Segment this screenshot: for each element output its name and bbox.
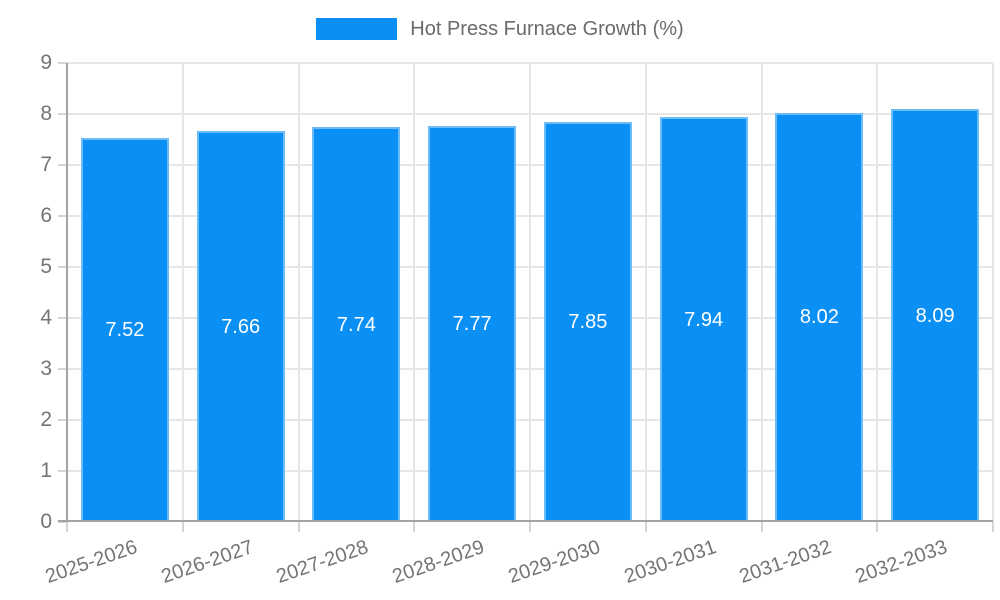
bar-value-label: 7.74: [336, 313, 376, 336]
x-tick: [760, 522, 763, 532]
y-tick: [58, 62, 67, 64]
y-tick-label: 4: [40, 306, 52, 329]
bar[interactable]: [428, 125, 517, 522]
x-tick: [876, 522, 879, 532]
x-tick: [644, 522, 647, 532]
y-tick-label: 7: [40, 153, 52, 176]
bar-value-label: 8.02: [799, 306, 839, 329]
bar-value-label: 8.09: [915, 304, 955, 327]
y-tick-label: 9: [40, 51, 52, 74]
y-tick: [58, 521, 67, 523]
y-tick-label: 6: [40, 204, 52, 227]
y-tick-label: 1: [40, 459, 52, 482]
y-tick: [58, 368, 67, 370]
y-tick: [58, 266, 67, 268]
y-tick: [58, 113, 67, 115]
bar[interactable]: [543, 121, 632, 522]
bar-value-label: 7.66: [221, 315, 261, 338]
gridline: [760, 63, 763, 522]
x-tick: [181, 522, 184, 532]
gridline: [181, 63, 184, 522]
gridline: [992, 63, 994, 522]
bar[interactable]: [775, 112, 864, 522]
y-axis-line: [66, 63, 68, 522]
gridline: [644, 63, 647, 522]
gridline: [413, 63, 416, 522]
bar[interactable]: [80, 138, 169, 522]
legend[interactable]: Hot Press Furnace Growth (%): [0, 16, 1000, 42]
y-tick: [58, 164, 67, 166]
gridline: [876, 63, 879, 522]
y-tick: [58, 317, 67, 319]
y-tick-label: 0: [40, 510, 52, 533]
x-tick: [992, 522, 994, 532]
y-tick-label: 3: [40, 357, 52, 380]
gridline: [529, 63, 531, 522]
y-tick-label: 5: [40, 255, 52, 278]
legend-label: Hot Press Furnace Growth (%): [410, 18, 684, 40]
y-tick: [58, 470, 67, 472]
x-tick: [66, 522, 68, 532]
legend-swatch[interactable]: [316, 18, 398, 40]
y-tick-label: 2: [40, 408, 52, 431]
bar[interactable]: [196, 131, 285, 522]
bar[interactable]: [891, 109, 980, 522]
bar-value-label: 7.77: [452, 312, 492, 335]
x-axis-line: [58, 520, 993, 522]
x-tick: [529, 522, 531, 532]
x-tick: [413, 522, 416, 532]
y-tick: [58, 419, 67, 421]
gridline: [297, 63, 300, 522]
bar[interactable]: [659, 117, 748, 522]
x-tick: [297, 522, 300, 532]
bar-value-label: 7.52: [105, 319, 145, 342]
bar[interactable]: [312, 127, 401, 522]
y-tick: [58, 215, 67, 217]
y-tick-label: 8: [40, 102, 52, 125]
bar-value-label: 7.85: [568, 310, 608, 333]
bar-value-label: 7.94: [684, 308, 724, 331]
